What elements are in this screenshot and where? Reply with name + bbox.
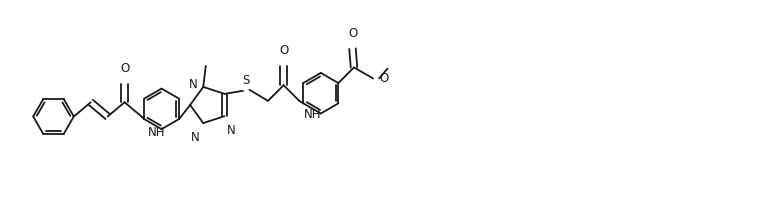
Text: NH: NH (304, 108, 321, 121)
Text: N: N (227, 124, 235, 137)
Text: O: O (379, 72, 389, 85)
Text: N: N (191, 131, 199, 144)
Text: N: N (188, 78, 197, 91)
Text: NH: NH (148, 126, 165, 138)
Text: O: O (348, 27, 357, 40)
Text: S: S (242, 74, 249, 87)
Text: O: O (120, 61, 129, 75)
Text: O: O (279, 44, 289, 57)
